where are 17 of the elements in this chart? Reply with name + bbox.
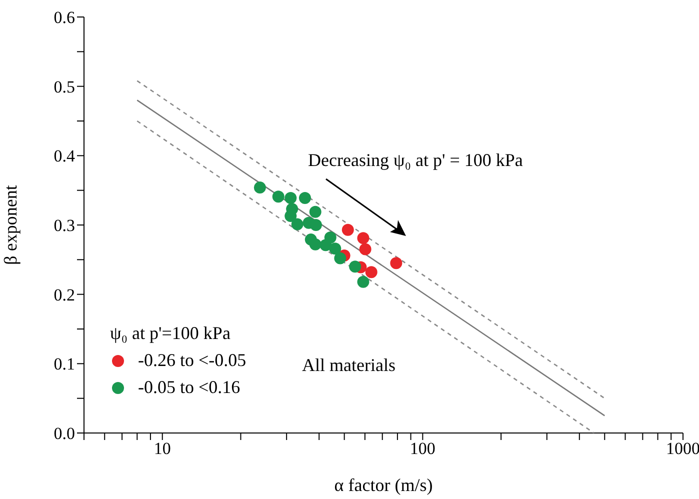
legend-label: -0.05 to <0.16 (138, 377, 240, 398)
x-tick-label: 100 (410, 439, 436, 458)
y-tick-label: 0.4 (54, 146, 76, 166)
y-axis-title: β exponent (0, 185, 20, 265)
y-tick-label: 0.2 (54, 285, 75, 304)
y-tick-label: 0.1 (54, 354, 75, 374)
legend-label: -0.26 to <-0.05 (138, 350, 246, 371)
annotation: Decreasing ψ₀ at p' = 100 kPa (308, 150, 523, 171)
x-axis-title: α factor (m/s) (334, 475, 433, 495)
legend-title: ψ₀ at p'=100 kPa (110, 323, 232, 344)
y-tick-label: 0.3 (54, 216, 75, 236)
x-tick-label: 10 (154, 439, 171, 458)
y-tick-label: 0.6 (54, 8, 75, 28)
x-tick-label: 1000 (666, 439, 699, 458)
y-tick-label: 0.5 (54, 77, 75, 96)
y-tick-label: 0.0 (54, 424, 75, 444)
annotation: All materials (302, 355, 396, 376)
